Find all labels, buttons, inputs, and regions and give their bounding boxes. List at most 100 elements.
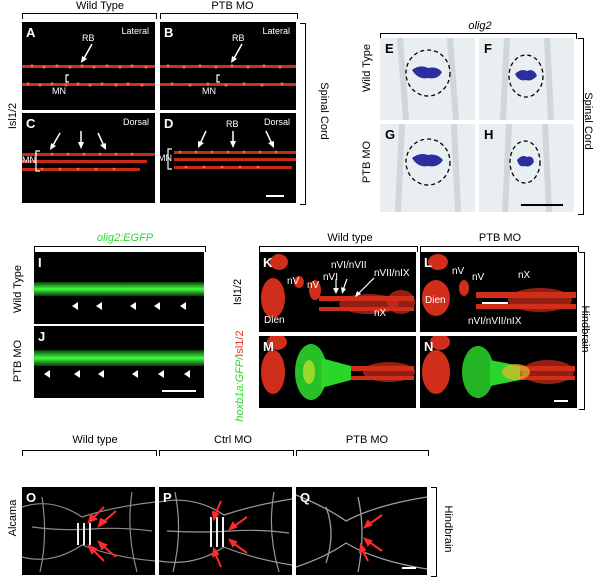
- panel-h-letter: H: [484, 127, 494, 142]
- olig-side-spinal-cord: Spinal Cord: [582, 92, 594, 150]
- bracket-hind-wt: [259, 246, 418, 252]
- panel-a-view: Lateral: [121, 26, 149, 36]
- bracket-ptb-mo: [160, 13, 298, 19]
- panel-d-image: [167, 130, 296, 197]
- hind-row-merge-green: hoxb1a:GFP/: [234, 356, 246, 422]
- bracket-egfp: [34, 246, 206, 252]
- bracket-alcama-ctrl: [159, 450, 294, 456]
- panel-k-letter: K: [263, 255, 273, 270]
- panel-p-letter: P: [163, 490, 172, 505]
- panel-e: E: [380, 38, 475, 120]
- alcama-col-wild-type: Wild type: [72, 434, 118, 446]
- panel-a: A Lateral RB MN: [22, 22, 155, 110]
- panel-g-letter: G: [385, 127, 396, 142]
- olig-row-ptb-mo: PTB MO: [361, 140, 373, 184]
- row-label-isl12: Isl1/2: [7, 102, 19, 130]
- panel-p-image: [159, 491, 292, 573]
- panel-l-dien: Dien: [425, 295, 446, 306]
- panel-l-nx: nX: [518, 270, 531, 281]
- olig2-title: olig2: [468, 20, 492, 32]
- panel-n-letter: N: [424, 339, 434, 354]
- panel-b-letter: B: [164, 25, 174, 40]
- panel-g: G: [380, 124, 475, 212]
- panel-d-letter: D: [164, 116, 174, 131]
- panel-n-image: [422, 336, 575, 402]
- panel-e-letter: E: [385, 41, 394, 56]
- bracket-olig2: [380, 33, 577, 39]
- panel-n: N: [420, 336, 577, 408]
- panel-l-nv1: nV: [452, 266, 465, 277]
- bracket-spinal-side: [300, 23, 306, 205]
- panel-f-letter: F: [484, 41, 492, 56]
- hind-row-merge-red: Isl1/2: [234, 330, 246, 357]
- bracket-olig-side: [578, 38, 584, 215]
- panel-l-nv2: nV: [472, 272, 485, 283]
- panel-b-mn: MN: [202, 86, 216, 96]
- panel-k-nvi-nvii: nVI/nVII: [331, 260, 367, 271]
- hind-row-isl12: Isl1/2: [232, 278, 244, 306]
- panel-q-image: [296, 494, 427, 573]
- panel-k-image: [261, 254, 415, 318]
- panel-k-dien: Dien: [264, 315, 285, 326]
- panel-b-image: [160, 43, 296, 87]
- panel-k-nv-b: nV: [307, 280, 320, 291]
- panel-j: J: [34, 326, 204, 398]
- panel-k-nvi: nVI: [323, 272, 339, 283]
- panel-l: L Dien nV nV nX nVI/nVII/nIX: [420, 252, 577, 332]
- panel-l-combo: nVI/nVII/nIX: [468, 316, 522, 327]
- panel-d: D Dorsal RB MN: [160, 113, 296, 203]
- panel-c-mn: MN: [22, 155, 36, 165]
- egfp-row-wild-type: Wild Type: [12, 264, 24, 314]
- panel-d-mn: MN: [160, 153, 172, 163]
- bracket-wild-type: [22, 13, 157, 19]
- panel-p: P: [159, 487, 292, 575]
- panel-j-image: [34, 350, 204, 392]
- panel-m: M: [259, 336, 416, 408]
- panel-f-image: [500, 38, 554, 120]
- panel-d-view: Dorsal: [263, 117, 290, 127]
- side-label-spinal-cord: Spinal Cord: [318, 82, 330, 140]
- panel-a-mn: MN: [52, 86, 66, 96]
- col-header-ptb-mo: PTB MO: [211, 0, 254, 12]
- bracket-alcama-wt: [22, 450, 157, 456]
- panel-i-image: [34, 282, 204, 310]
- panel-m-image: [261, 336, 415, 400]
- bracket-alcama-ptb: [296, 450, 429, 456]
- col-header-wild-type: Wild Type: [75, 0, 125, 12]
- panel-f: F: [479, 38, 574, 120]
- panel-b: B Lateral RB MN: [160, 22, 296, 110]
- panel-c-letter: C: [26, 116, 36, 131]
- panel-d-rb: RB: [226, 119, 239, 129]
- panel-e-image: [397, 38, 459, 120]
- panel-c-view: Dorsal: [122, 117, 149, 127]
- panel-l-image: [422, 254, 576, 316]
- panel-k-nv: nV: [287, 276, 300, 287]
- panel-m-letter: M: [263, 339, 274, 354]
- hind-col-wild-type: Wild type: [327, 232, 373, 244]
- egfp-row-ptb-mo: PTB MO: [12, 339, 24, 383]
- panel-a-rb: RB: [82, 33, 95, 43]
- panel-g-image: [395, 124, 461, 212]
- panel-q: Q: [296, 487, 427, 575]
- panel-h: H: [479, 124, 574, 212]
- hind-side-label: Hindbrain: [579, 305, 591, 353]
- bracket-hind-side: [579, 252, 585, 410]
- panel-o: O: [22, 487, 155, 575]
- bracket-alcama-side: [431, 487, 437, 577]
- panel-i-letter: I: [38, 255, 42, 270]
- bracket-hind-ptb: [420, 246, 579, 252]
- panel-l-letter: L: [424, 255, 432, 270]
- panel-c-image: [22, 131, 155, 172]
- alcama-col-ctrl-mo: Ctrl MO: [214, 434, 252, 446]
- hind-col-ptb-mo: PTB MO: [478, 232, 522, 244]
- panel-o-image: [22, 491, 155, 573]
- panel-o-letter: O: [26, 490, 37, 505]
- panel-j-letter: J: [38, 329, 46, 344]
- panel-h-image: [502, 124, 563, 212]
- panel-k-nvii-nix: nVII/nIX: [374, 268, 410, 279]
- panel-k-nx: nX: [374, 308, 387, 319]
- panel-i: I: [34, 252, 204, 324]
- panel-a-image: [22, 43, 155, 87]
- panel-c: C Dorsal MN: [22, 113, 155, 203]
- alcama-row-label: Alcama: [7, 499, 19, 537]
